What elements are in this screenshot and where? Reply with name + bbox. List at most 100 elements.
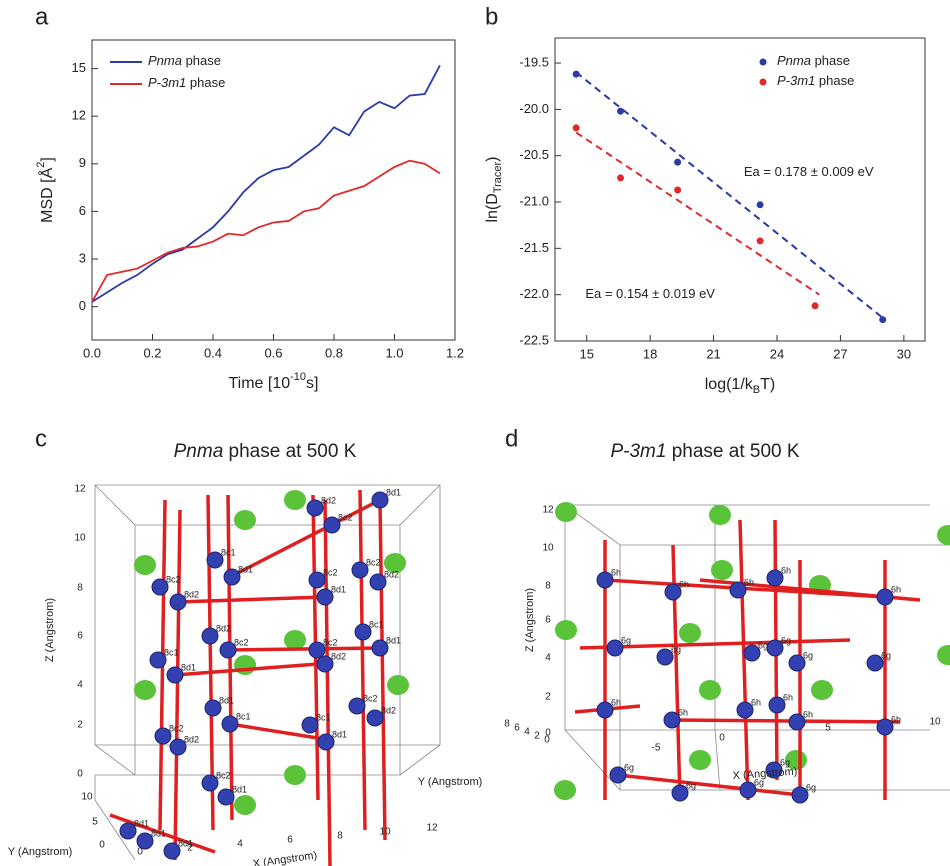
atom — [169, 738, 187, 756]
atom — [596, 701, 614, 719]
blob — [284, 630, 306, 650]
axis-label-part: s] — [306, 375, 318, 392]
title-part: phase at 500 K — [666, 441, 799, 462]
y-tick-label: 0 — [544, 735, 550, 746]
x-tick-label: 0.4 — [204, 345, 222, 360]
blob — [134, 555, 156, 575]
site-label: 8c1 — [369, 619, 384, 629]
bond — [378, 499, 387, 841]
atom — [151, 578, 169, 596]
site-label: 8c2 — [366, 557, 381, 567]
axis-label-part: ) — [484, 156, 501, 161]
site-label: 6h — [783, 692, 793, 702]
z-tick-label: 0 — [545, 728, 551, 739]
legend-part: phase — [182, 53, 221, 68]
y-tick-label: 9 — [79, 155, 86, 170]
title-part: P-3m1 — [610, 441, 666, 462]
atom — [369, 573, 387, 591]
site-label: 8d1 — [238, 564, 253, 574]
site-label: 6h — [891, 714, 901, 724]
x-axis-label: X (Angstrom) — [732, 766, 797, 782]
atom — [201, 627, 219, 645]
site-label: 8d2 — [321, 495, 336, 505]
x-tick-label: 1.2 — [446, 345, 464, 360]
x-tick-label: 8 — [337, 831, 343, 842]
z-tick-label: 12 — [74, 484, 86, 495]
bond — [229, 722, 331, 742]
legend-label: Pnma phase — [148, 53, 221, 68]
atom — [766, 569, 784, 587]
z-tick-label: 6 — [77, 631, 83, 642]
x-tick-label: 0.8 — [325, 345, 343, 360]
atom — [317, 733, 335, 751]
axis-label-part: B — [753, 384, 760, 396]
bond — [227, 646, 381, 652]
data-point — [617, 174, 625, 182]
panel-title: P-3m1 phase at 500 K — [610, 441, 799, 462]
x-tick-label: 10 — [929, 717, 941, 728]
legend-part: P-3m1 — [148, 75, 186, 90]
blob — [699, 680, 721, 700]
atom — [739, 781, 757, 799]
site-label: 8c2 — [338, 512, 353, 522]
plot-frame — [91, 39, 456, 341]
atom — [766, 639, 784, 657]
atom — [163, 842, 181, 860]
site-label: 6h — [751, 697, 761, 707]
atom — [664, 583, 682, 601]
bond — [174, 662, 319, 677]
site-label: 6h — [679, 579, 689, 589]
site-label: 8d1 — [386, 635, 401, 645]
atom — [223, 568, 241, 586]
site-label: 6h — [611, 697, 621, 707]
blob — [384, 553, 406, 573]
site-label: 6g — [806, 782, 816, 792]
site-label: 8d1 — [386, 487, 401, 497]
bond — [671, 718, 901, 724]
blob — [709, 505, 731, 525]
x-tick-label: 12 — [426, 823, 438, 834]
axis-label-part: T) — [760, 376, 775, 393]
site-label: 6g — [781, 635, 791, 645]
y-tick-label: -22.0 — [519, 286, 549, 301]
site-label: 6h — [781, 565, 791, 575]
axis-label-part: 2 — [35, 162, 47, 168]
z-tick-label: 4 — [77, 680, 83, 691]
axis-label-part: -10 — [290, 371, 306, 383]
plot-frame — [554, 37, 926, 342]
title-part: phase at 500 K — [223, 441, 356, 462]
x-tick-label: 18 — [643, 346, 657, 361]
y-tick-label: -19.5 — [519, 54, 549, 69]
data-point — [572, 124, 580, 132]
site-label: 8d1 — [219, 695, 234, 705]
box-edge — [714, 505, 721, 791]
site-label: 8c2 — [216, 770, 231, 780]
blob — [234, 655, 256, 675]
atom — [788, 713, 806, 731]
y-tick-label: 0 — [79, 298, 86, 313]
atom — [201, 774, 219, 792]
site-label: 8c1 — [164, 647, 179, 657]
bond — [738, 519, 750, 801]
atom — [876, 588, 894, 606]
x-tick-label: 1.0 — [385, 345, 403, 360]
blob — [555, 620, 577, 640]
atom — [743, 644, 761, 662]
legend-swatch — [759, 78, 767, 86]
axis-label-part: MSD [Å — [37, 167, 56, 222]
x-tick-label: 5 — [825, 723, 831, 734]
site-label: 8d2 — [384, 569, 399, 579]
annotation: Ea = 0.178 ± 0.009 eV — [744, 164, 874, 179]
site-label: 6g — [881, 650, 891, 660]
panel-label: b — [485, 3, 498, 30]
site-label: 8d1 — [232, 784, 247, 794]
legend-part: phase — [815, 73, 854, 88]
site-label: 8d2 — [381, 705, 396, 715]
site-label: 8c2 — [323, 567, 338, 577]
legend-part: P-3m1 — [777, 73, 815, 88]
bond — [229, 498, 381, 579]
x-tick-label: -5 — [652, 743, 661, 754]
atom — [166, 666, 184, 684]
site-label: 6h — [891, 584, 901, 594]
y-tick-label: 12 — [72, 108, 86, 123]
